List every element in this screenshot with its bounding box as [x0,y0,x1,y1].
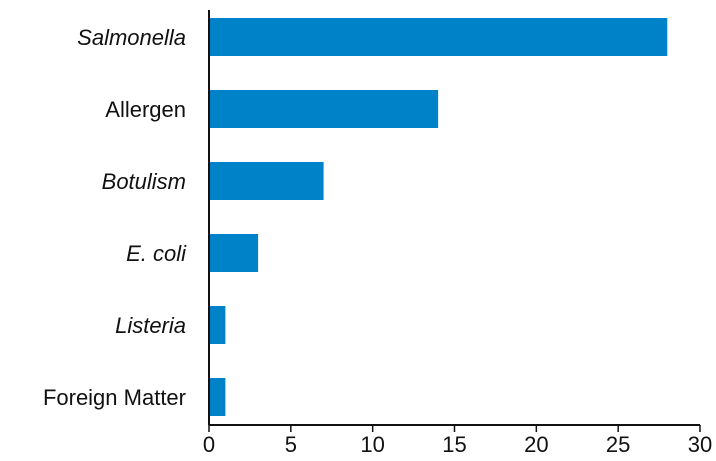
x-ticks: 0 5 10 15 20 25 30 [203,425,712,457]
category-label-botulism: Botulism [102,169,186,194]
bar-e-coli [209,234,259,272]
bar-listeria [209,306,226,344]
x-tick-label-10: 10 [360,432,384,457]
bar-foreign-matter [209,378,226,416]
x-tick-label-0: 0 [203,432,215,457]
x-tick-label-20: 20 [524,432,548,457]
bar-allergen [209,90,439,128]
x-tick-label-15: 15 [442,432,466,457]
category-label-foreign-matter: Foreign Matter [43,385,186,410]
category-label-e-coli: E. coli [126,241,187,266]
bar-botulism [209,162,324,200]
category-label-salmonella: Salmonella [77,25,186,50]
category-labels: Salmonella Allergen Botulism E. coli Listeri… [43,25,187,410]
axes [208,10,700,426]
category-label-listeria: Listeria [115,313,186,338]
bar-salmonella [209,18,668,56]
category-label-allergen: Allergen [105,97,186,122]
bars-layer [209,18,668,416]
x-tick-label-30: 30 [688,432,712,457]
x-tick-label-25: 25 [606,432,630,457]
x-tick-label-5: 5 [285,432,297,457]
